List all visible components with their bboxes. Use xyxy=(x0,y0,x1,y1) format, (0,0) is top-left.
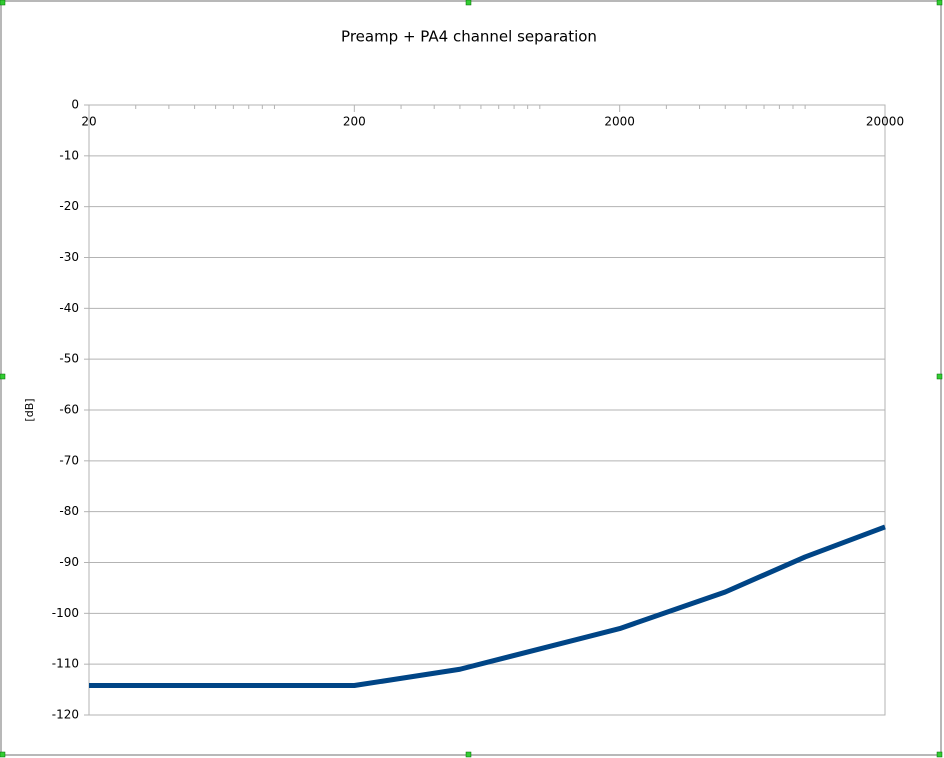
y-tick-label: -90 xyxy=(59,555,79,569)
y-tick-label: -20 xyxy=(59,199,79,213)
x-tick-label: 200 xyxy=(343,115,366,129)
x-tick-label: 2000 xyxy=(604,115,635,129)
line-series xyxy=(89,524,886,689)
y-tick-label: -50 xyxy=(59,352,79,366)
x-tick-label: 20 xyxy=(81,115,96,129)
plot-border xyxy=(88,104,886,716)
y-tick-label: -60 xyxy=(59,403,79,417)
y-tick-label: -110 xyxy=(52,657,79,671)
y-tick-label: -10 xyxy=(59,148,79,162)
y-tick-label: -80 xyxy=(59,504,79,518)
y-tick-label: -120 xyxy=(52,708,79,722)
y-tick-label: -40 xyxy=(59,301,79,315)
chart-title: Preamp + PA4 channel separation xyxy=(341,28,597,46)
y-axis-label: [dB] xyxy=(23,398,36,421)
y-tick-label: -100 xyxy=(52,606,79,620)
y-tick-label: -70 xyxy=(59,453,79,467)
y-tick-label: 0 xyxy=(71,98,79,112)
y-tick-label: -30 xyxy=(59,250,79,264)
x-tick-label: 20000 xyxy=(866,115,904,129)
